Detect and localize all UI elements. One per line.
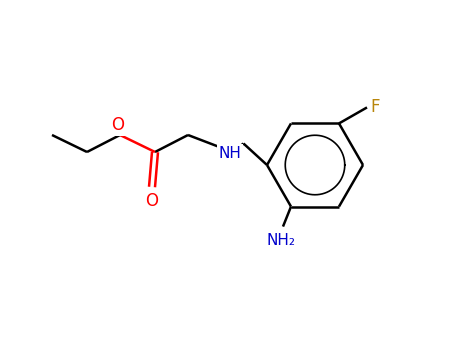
Text: F: F (370, 98, 380, 117)
Text: NH: NH (218, 146, 242, 161)
Text: O: O (111, 116, 125, 134)
Text: NH₂: NH₂ (267, 232, 295, 247)
Text: O: O (146, 192, 158, 210)
